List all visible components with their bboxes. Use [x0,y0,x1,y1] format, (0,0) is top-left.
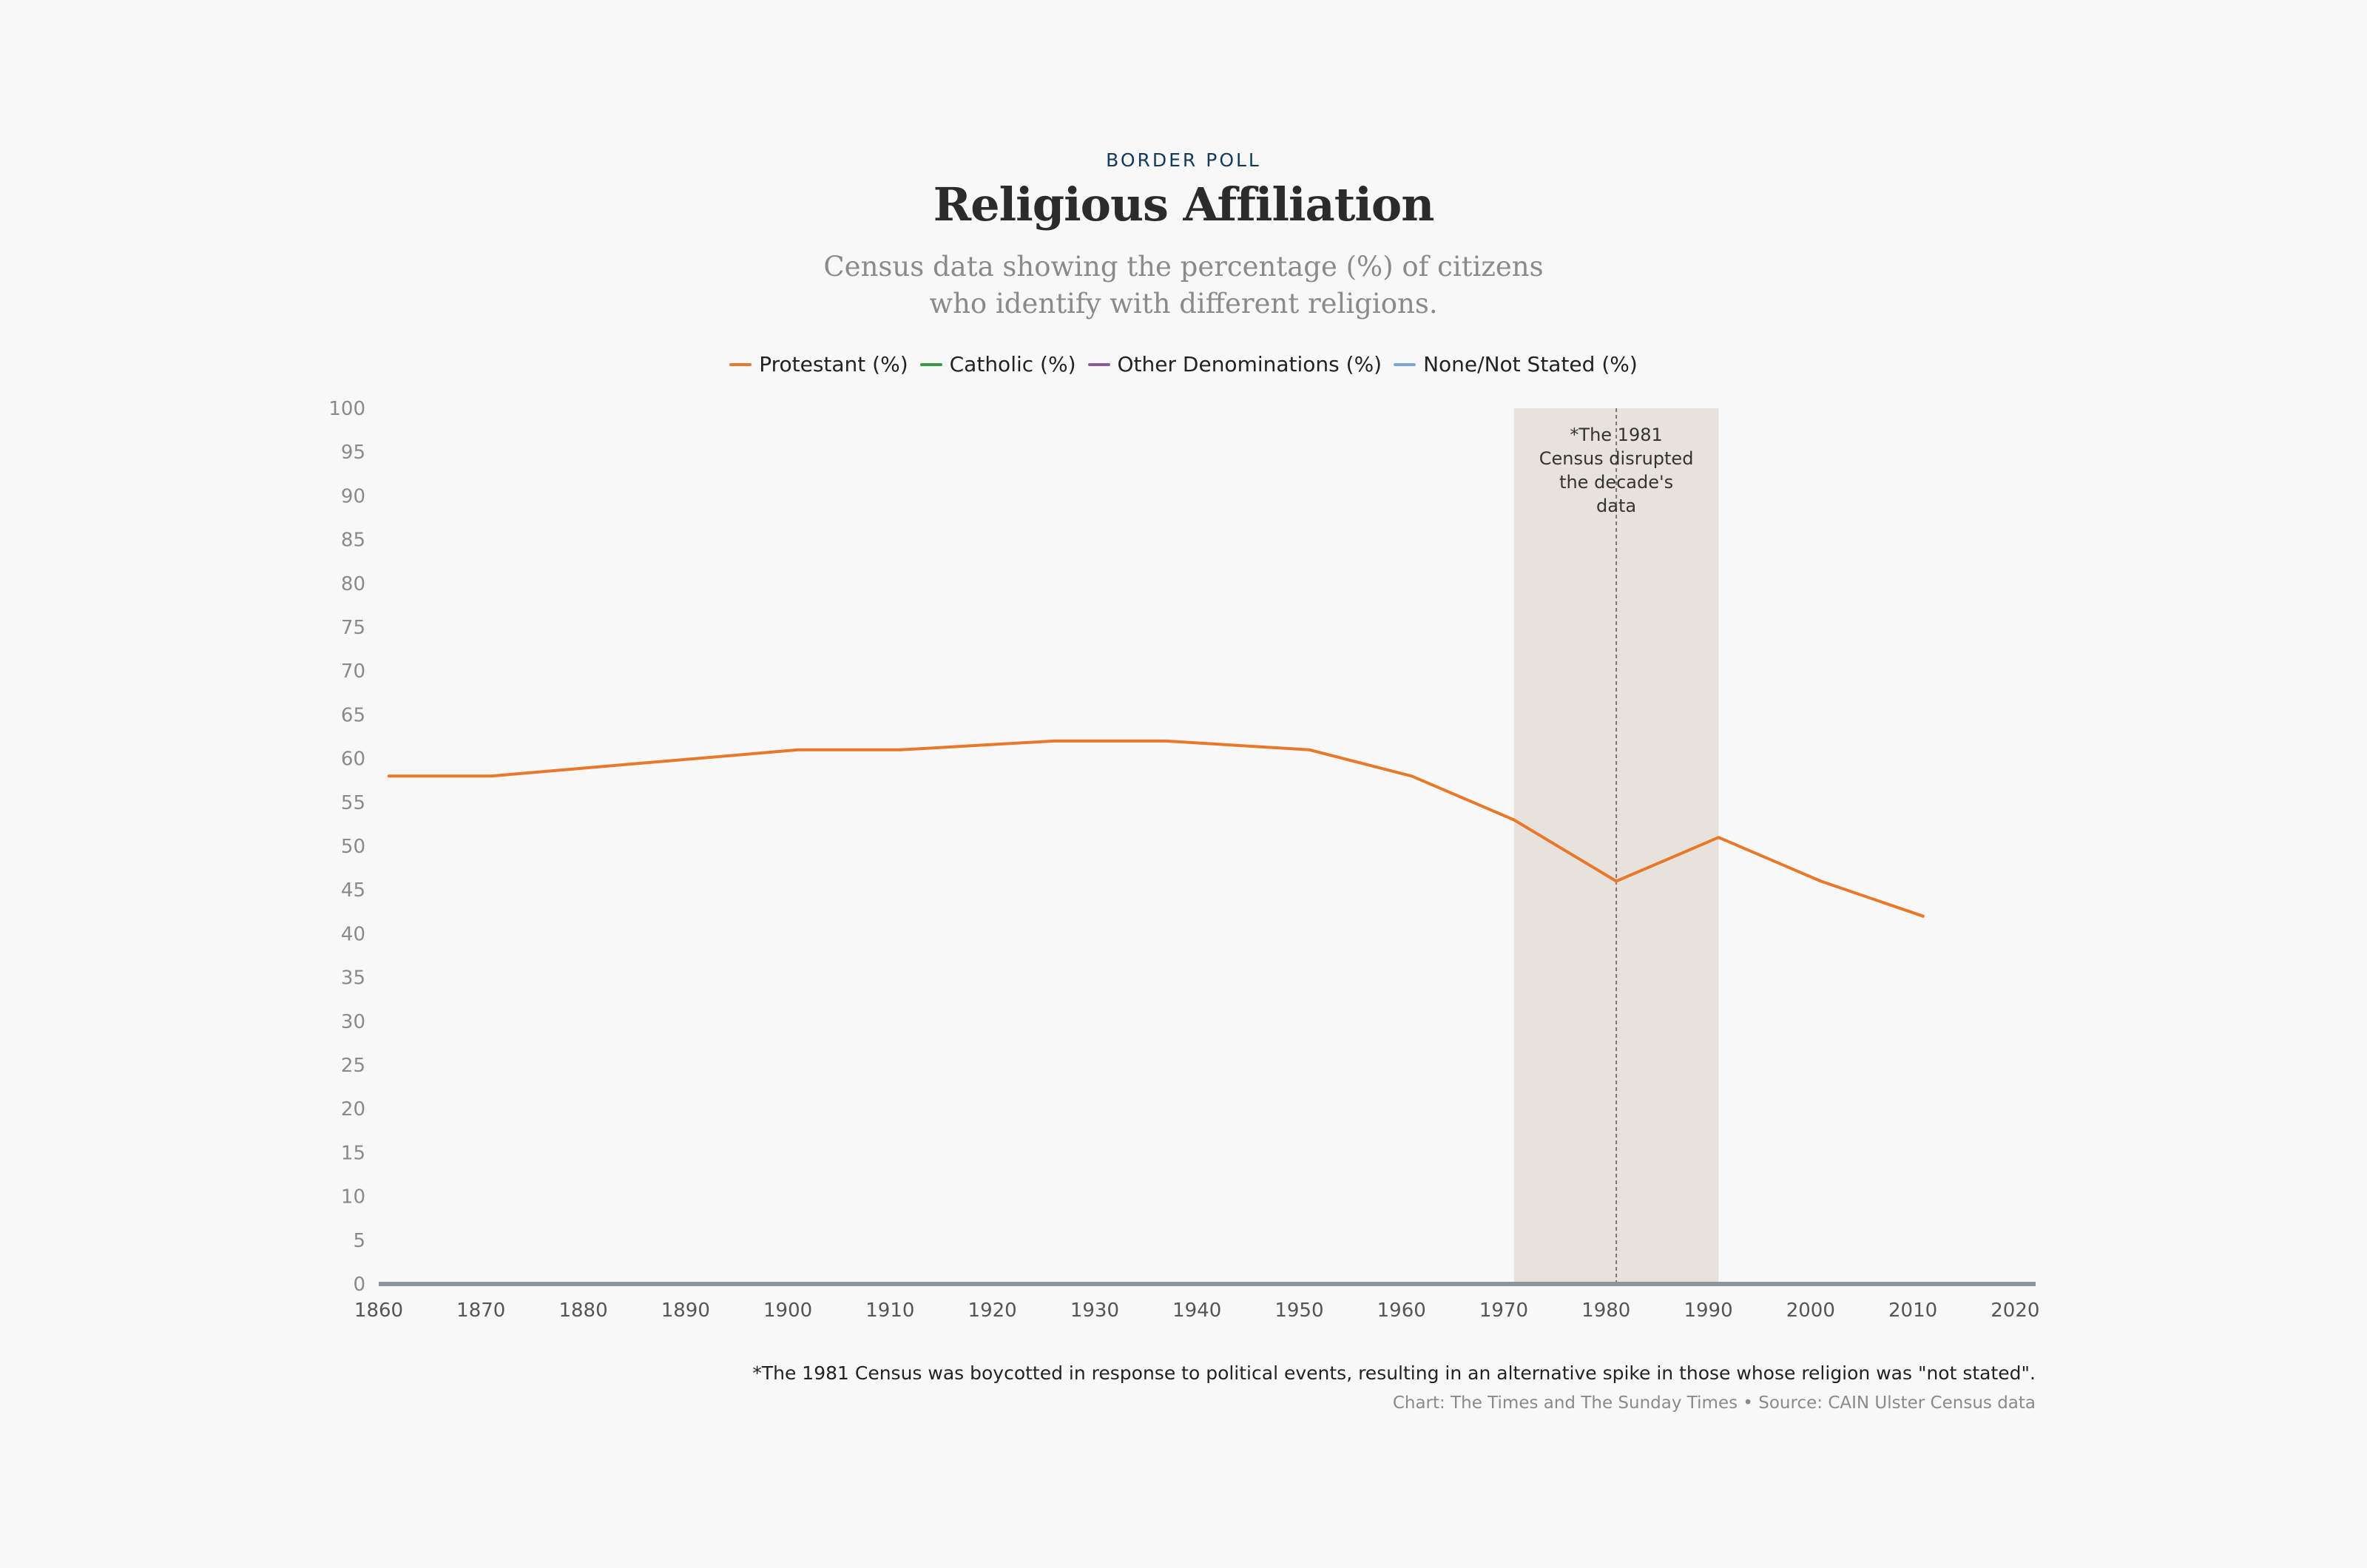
data-point [1820,880,1822,882]
chart-subtitle-line-1: Census data showing the percentage (%) o… [823,251,1544,283]
chart-credit: Chart: The Times and The Sunday Times • … [1392,1393,2036,1413]
y-tick-label: 25 [341,1055,365,1077]
y-tick-label: 15 [341,1142,365,1164]
data-point [1053,740,1055,742]
data-point [899,749,901,751]
y-tick-label: 75 [341,617,365,639]
y-tick-label: 50 [341,836,365,858]
data-point [592,766,594,768]
y-tick-label: 80 [341,573,365,595]
x-tick-label: 1970 [1479,1300,1528,1322]
series-layer [387,739,1925,918]
data-point [695,758,697,760]
x-tick-label: 1930 [1070,1300,1119,1322]
legend-swatch-other-denominations [1087,362,1110,366]
y-tick-label: 40 [341,923,365,945]
x-axis: 1860 1870 1880 1890 1900 1910 1920 1930 1940 1950… [354,1282,2039,1322]
chart-subtitle: Census data showing the percentage (%) o… [0,249,2367,322]
x-tick-label: 1870 [456,1300,505,1322]
y-tick-label: 45 [341,879,365,902]
x-tick-label: 2010 [1888,1300,1937,1322]
y-tick-label: 95 [341,442,365,464]
legend-swatch-protestant [729,362,752,366]
x-tick-label: 1860 [354,1300,403,1322]
data-point [388,775,390,777]
chart-title: Religious Affiliation [933,178,1435,232]
y-tick-label: 5 [353,1230,365,1252]
y-tick-label: 65 [341,704,365,726]
legend-label-protestant: Protestant (%) [759,352,908,376]
annotation-text-line: the decade's [1559,472,1673,493]
y-tick-label: 10 [341,1186,365,1209]
y-tick-label: 100 [328,398,365,420]
annotation-layer: *The 1981 Census disrupted the decade's dat… [1539,425,1694,516]
legend-item-catholic[interactable]: Catholic (%) [919,352,1076,376]
data-point [1718,837,1719,838]
y-tick-label: 30 [341,1011,365,1033]
y-axis: 0 5 10 15 20 25 30 35 40 45 50 55 60 65 70 75 80 85 90 95 10… [328,398,365,1296]
y-tick-label: 55 [341,792,365,814]
y-tick-label: 60 [341,748,365,771]
y-tick-label: 90 [341,485,365,507]
data-point [1615,880,1617,882]
annotation-text-line: *The 1981 [1570,425,1662,445]
chart-legend: Protestant (%) Catholic (%) Other Denomi… [0,352,2367,376]
data-point [1309,749,1310,751]
annotation-text-line: data [1596,496,1636,516]
legend-label-catholic: Catholic (%) [949,352,1076,376]
y-tick-label: 20 [341,1098,365,1121]
x-tick-label: 1940 [1172,1300,1221,1322]
x-tick-label: 1910 [865,1300,914,1322]
legend-item-other-denominations[interactable]: Other Denominations (%) [1087,352,1382,376]
chart-kicker: BORDER POLL [1106,149,1261,171]
chart-footnote: *The 1981 Census was boycotted in respon… [752,1362,2036,1384]
legend-swatch-catholic [919,362,942,366]
legend-label-other-denominations: Other Denominations (%) [1117,352,1382,376]
x-tick-label: 1890 [661,1300,710,1322]
x-tick-label: 2020 [1990,1300,2039,1322]
x-tick-label: 1960 [1377,1300,1426,1322]
data-point [1411,775,1413,777]
data-point [797,749,799,751]
data-point [490,775,492,777]
x-tick-label: 1990 [1684,1300,1732,1322]
chart-subtitle-line-2: who identify with different religions. [929,288,1438,320]
x-tick-label: 2000 [1786,1300,1835,1322]
x-tick-label: 1950 [1274,1300,1323,1322]
y-tick-label: 70 [341,660,365,683]
legend-item-protestant[interactable]: Protestant (%) [729,352,908,376]
y-tick-label: 85 [341,530,365,552]
legend-swatch-none-not-stated [1394,362,1417,366]
legend-item-none-not-stated[interactable]: None/Not Stated (%) [1394,352,1638,376]
y-tick-label: 35 [341,967,365,990]
x-tick-label: 1900 [763,1300,812,1322]
y-tick-label: 0 [353,1274,365,1296]
x-tick-label: 1880 [558,1300,607,1322]
x-tick-label: 1920 [968,1300,1017,1322]
highlight-band [1513,408,1719,1284]
x-tick-label: 1980 [1581,1300,1630,1322]
highlight-band-layer [1513,408,1719,1284]
legend-label-none-not-stated: None/Not Stated (%) [1423,352,1638,376]
annotation-text-line: Census disrupted [1539,448,1694,469]
